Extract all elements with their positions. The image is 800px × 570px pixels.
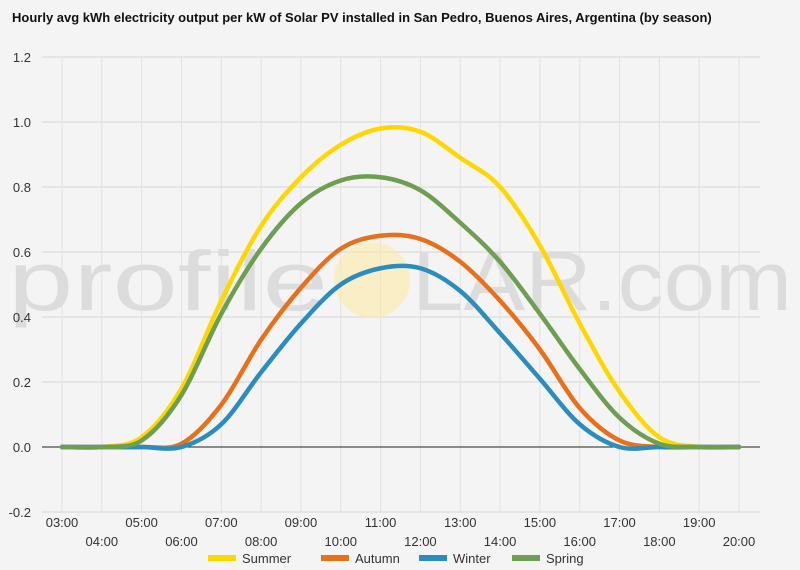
series-line-spring (59, 174, 742, 450)
x-tick-label: 20:00 (723, 534, 756, 549)
legend-label-summer: Summer (242, 551, 292, 566)
watermark-text-right: LAR.com (412, 234, 792, 328)
y-tick-label: 1.2 (13, 50, 31, 65)
x-tick-label: 14:00 (484, 534, 517, 549)
y-tick-label: 0.8 (13, 180, 31, 195)
series-line-autumn (59, 232, 742, 451)
legend-label-winter: Winter (453, 551, 491, 566)
x-tick-label: 18:00 (643, 534, 676, 549)
x-tick-label: 04:00 (86, 534, 119, 549)
y-tick-label: 0.4 (13, 310, 31, 325)
series-line-winter (59, 263, 742, 451)
series-lines (42, 125, 760, 451)
y-tick-label: 0.2 (13, 375, 31, 390)
legend-swatch-summer (208, 555, 236, 561)
chart-title: Hourly avg kWh electricity output per kW… (12, 10, 712, 25)
series-line-summer (59, 125, 742, 450)
y-tick-label: -0.2 (9, 505, 31, 520)
y-tick-label: 0.0 (13, 440, 31, 455)
legend-swatch-autumn (321, 555, 349, 561)
x-tick-label: 19:00 (683, 515, 716, 530)
x-tick-label: 13:00 (444, 515, 477, 530)
x-tick-label: 05:00 (125, 515, 158, 530)
y-axis-ticks: -0.2 0.0 0.2 0.4 0.6 0.8 1.0 1.2 (9, 50, 31, 520)
x-tick-label: 17:00 (603, 515, 636, 530)
y-tick-label: 0.6 (13, 245, 31, 260)
legend-swatch-winter (419, 555, 447, 561)
x-axis-ticks: 03:00 04:00 05:00 06:00 07:00 08:00 09:00 10:00… (46, 515, 756, 549)
x-tick-label: 07:00 (205, 515, 238, 530)
x-tick-label: 08:00 (245, 534, 278, 549)
x-tick-label: 10:00 (324, 534, 357, 549)
legend: Summer Autumn Winter Spring (208, 551, 584, 566)
x-tick-label: 12:00 (404, 534, 437, 549)
x-tick-label: 06:00 (165, 534, 198, 549)
y-tick-label: 1.0 (13, 115, 31, 130)
x-tick-label: 11:00 (365, 515, 397, 530)
x-tick-label: 16:00 (563, 534, 596, 549)
legend-label-autumn: Autumn (355, 551, 400, 566)
x-tick-label: 09:00 (285, 515, 318, 530)
watermark: profile LAR.com (8, 234, 792, 328)
legend-label-spring: Spring (546, 551, 584, 566)
watermark-text-left: profile (8, 234, 328, 328)
x-tick-label: 15:00 (524, 515, 557, 530)
watermark-sun (334, 242, 410, 318)
x-tick-label: 03:00 (46, 515, 79, 530)
legend-swatch-spring (512, 555, 540, 561)
